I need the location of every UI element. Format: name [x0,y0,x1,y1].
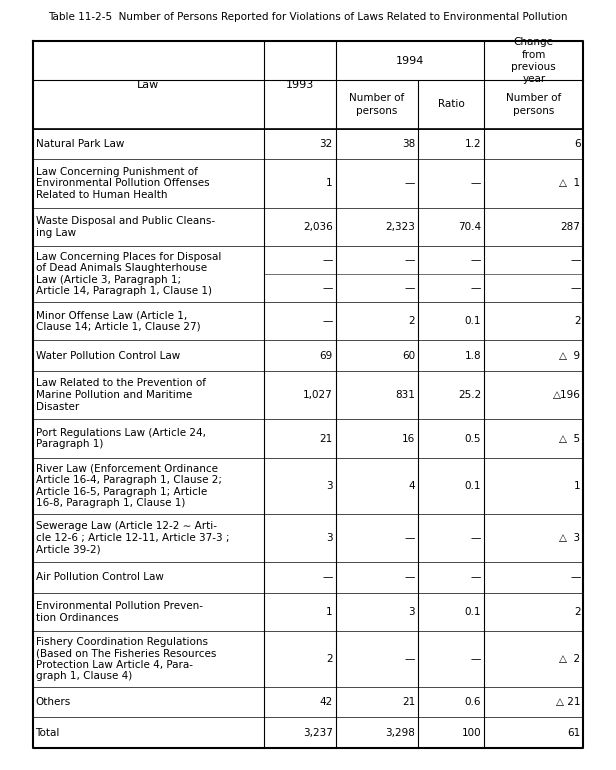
Text: 2: 2 [408,316,415,326]
Text: 60: 60 [402,350,415,360]
Text: —: — [471,179,481,188]
Text: Sewerage Law (Article 12-2 ∼ Arti-
cle 12-6 ; Article 12-11, Article 37-3 ;
Arti: Sewerage Law (Article 12-2 ∼ Arti- cle 1… [36,521,229,554]
Text: △  2: △ 2 [559,654,580,664]
Text: —: — [405,654,415,664]
Text: △  1: △ 1 [559,179,580,188]
Text: 2: 2 [574,316,580,326]
Text: 25.2: 25.2 [458,390,481,400]
Text: —: — [322,255,333,265]
Text: —: — [405,283,415,293]
Text: 21: 21 [402,697,415,707]
Text: 3: 3 [326,533,333,543]
Text: Air Pollution Control Law: Air Pollution Control Law [36,572,163,582]
Text: 3: 3 [326,480,333,490]
Text: Water Pollution Control Law: Water Pollution Control Law [36,350,180,360]
Text: 21: 21 [319,434,333,444]
Text: 0.1: 0.1 [465,607,481,617]
Text: 42: 42 [319,697,333,707]
Text: —: — [405,572,415,582]
Text: Change
from
previous
year: Change from previous year [511,37,556,85]
Text: Number of
persons: Number of persons [506,93,561,116]
Text: 3,298: 3,298 [386,728,415,738]
Text: —: — [570,255,580,265]
Text: 32: 32 [319,139,333,149]
Text: —: — [322,283,333,293]
Text: △  3: △ 3 [559,533,580,543]
Text: 1994: 1994 [395,55,424,65]
Text: 3: 3 [408,607,415,617]
Text: 0.6: 0.6 [465,697,481,707]
Text: △ 21: △ 21 [556,697,580,707]
Text: 1993: 1993 [286,80,314,90]
Text: Law: Law [137,80,160,90]
Text: Number of
persons: Number of persons [349,93,405,116]
Text: Minor Offense Law (Article 1,
Clause 14; Article 1, Clause 27): Minor Offense Law (Article 1, Clause 14;… [36,310,200,332]
Text: 2: 2 [574,607,580,617]
Text: 1,027: 1,027 [303,390,333,400]
Text: 4: 4 [408,480,415,490]
Text: —: — [405,179,415,188]
Text: 1.8: 1.8 [464,350,481,360]
Text: 2,036: 2,036 [303,222,333,232]
Text: Waste Disposal and Public Cleans-
ing Law: Waste Disposal and Public Cleans- ing La… [36,216,214,238]
Text: 1: 1 [326,607,333,617]
Text: Law Related to the Prevention of
Marine Pollution and Maritime
Disaster: Law Related to the Prevention of Marine … [36,379,206,412]
Text: 16: 16 [402,434,415,444]
Text: 61: 61 [567,728,580,738]
Text: Natural Park Law: Natural Park Law [36,139,124,149]
Text: 69: 69 [319,350,333,360]
Text: △  9: △ 9 [559,350,580,360]
Text: 3,237: 3,237 [302,728,333,738]
Text: 831: 831 [395,390,415,400]
Text: 38: 38 [402,139,415,149]
Text: Ratio: Ratio [438,99,464,109]
Text: 0.1: 0.1 [465,480,481,490]
Text: —: — [570,283,580,293]
Text: —: — [322,316,333,326]
Text: —: — [471,572,481,582]
Text: —: — [405,255,415,265]
Text: 287: 287 [561,222,580,232]
Text: Environmental Pollution Preven-
tion Ordinances: Environmental Pollution Preven- tion Ord… [36,601,203,623]
Text: —: — [471,255,481,265]
Text: 100: 100 [462,728,481,738]
Text: —: — [405,533,415,543]
Text: —: — [322,572,333,582]
Text: 70.4: 70.4 [458,222,481,232]
Text: —: — [570,572,580,582]
Text: 6: 6 [574,139,580,149]
Text: Port Regulations Law (Article 24,
Paragraph 1): Port Regulations Law (Article 24, Paragr… [36,428,206,450]
Text: Law Concerning Punishment of
Environmental Pollution Offenses
Related to Human H: Law Concerning Punishment of Environment… [36,166,209,200]
Text: 1: 1 [574,480,580,490]
Text: Law Concerning Places for Disposal
of Dead Animals Slaughterhouse
Law (Article 3: Law Concerning Places for Disposal of De… [36,252,221,296]
Text: Table 11-2-5  Number of Persons Reported for Violations of Laws Related to Envir: Table 11-2-5 Number of Persons Reported … [48,12,568,22]
Text: 2: 2 [326,654,333,664]
Text: △  5: △ 5 [559,434,580,444]
Text: River Law (Enforcement Ordinance
Article 16-4, Paragraph 1, Clause 2;
Article 16: River Law (Enforcement Ordinance Article… [36,464,222,508]
Text: —: — [471,283,481,293]
Text: Fishery Coordination Regulations
(Based on The Fisheries Resources
Protection La: Fishery Coordination Regulations (Based … [36,637,216,681]
Text: —: — [471,654,481,664]
Text: 0.5: 0.5 [465,434,481,444]
Text: 1: 1 [326,179,333,188]
Text: Others: Others [36,697,71,707]
Text: 2,323: 2,323 [386,222,415,232]
Text: —: — [471,533,481,543]
Text: 1.2: 1.2 [464,139,481,149]
Text: 0.1: 0.1 [465,316,481,326]
Text: Total: Total [36,728,60,738]
Text: △196: △196 [553,390,580,400]
